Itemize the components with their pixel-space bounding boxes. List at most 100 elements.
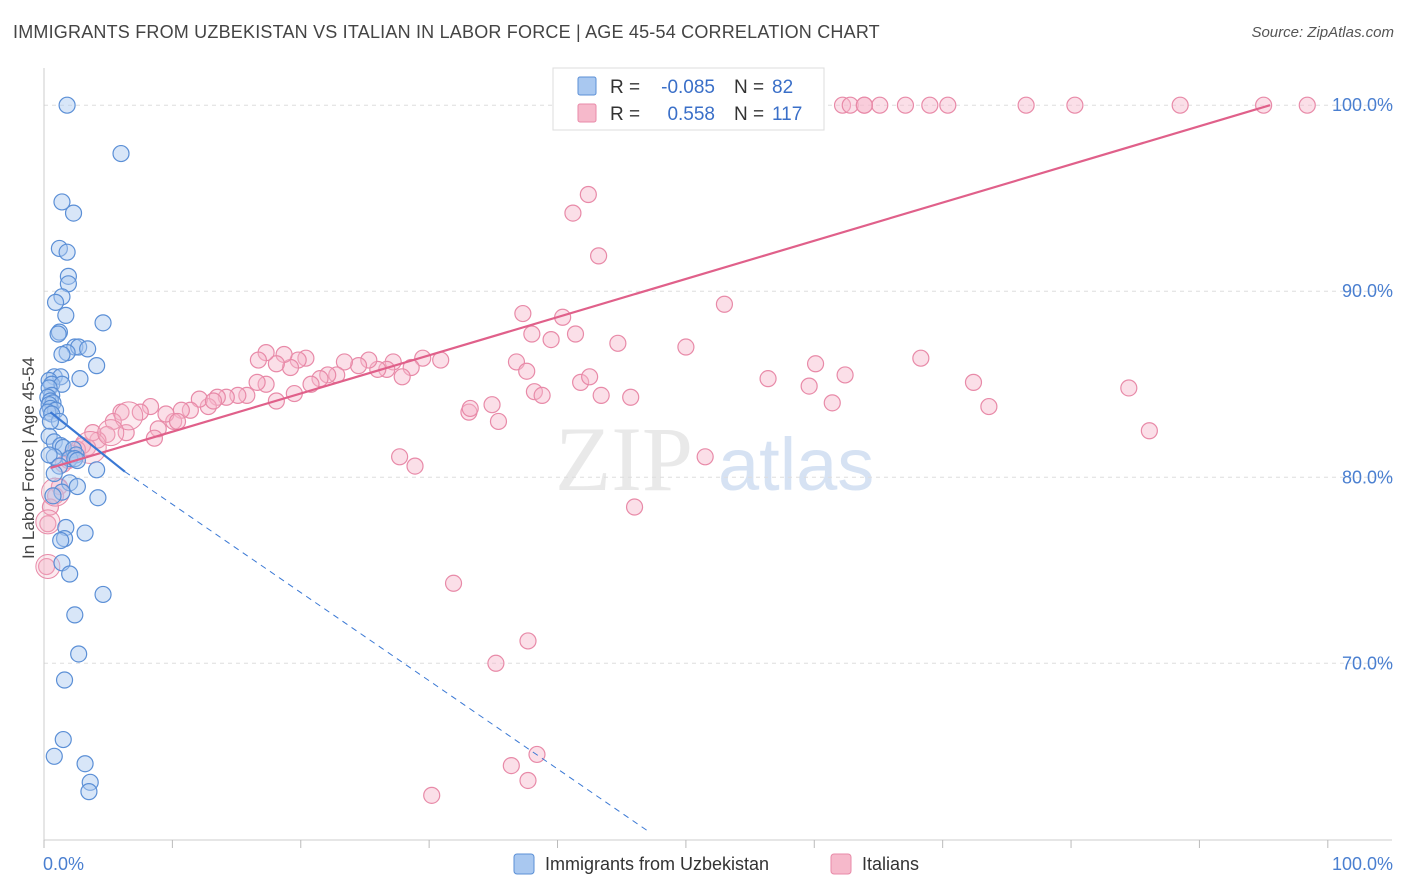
italians-point — [715, 295, 734, 313]
uzbekistan-point — [45, 747, 63, 765]
bottom-legend-swatch-pink — [830, 853, 852, 875]
uzbekistan-point — [55, 671, 74, 689]
italians-point — [360, 351, 378, 369]
legend-n-label-pink: N = — [734, 104, 764, 125]
y-axis-title: In Labor Force | Age 45-54 — [19, 357, 38, 559]
legend-r-value-pink: 0.558 — [667, 104, 715, 125]
watermark-zip: ZIP — [555, 408, 693, 510]
italians-point-cluster — [97, 419, 125, 447]
x-tick-label: 100.0% — [1332, 854, 1393, 874]
italians-point — [806, 355, 825, 373]
uzbekistan-point — [80, 783, 98, 801]
uzbekistan-point — [53, 193, 71, 211]
uzbekistan-point — [88, 461, 106, 479]
italians-point — [871, 96, 889, 114]
italians-point — [391, 448, 409, 466]
uzbekistan-point — [66, 606, 84, 624]
italians-point — [622, 388, 640, 406]
italians-point — [964, 373, 983, 391]
italians-point — [677, 338, 695, 356]
uzbekistan-point — [49, 325, 67, 343]
uzbekistan-point — [46, 293, 65, 311]
italians-point — [1171, 96, 1189, 114]
italians-point-cluster — [114, 401, 144, 431]
italians-point — [519, 771, 537, 790]
italians-point — [625, 498, 644, 516]
italians-point — [168, 412, 187, 431]
italians-point — [1066, 96, 1084, 114]
uzbekistan-point — [70, 645, 88, 663]
x-tick-label: 0.0% — [43, 854, 84, 874]
bottom-legend-label-blue: Immigrants from Uzbekistan — [545, 854, 769, 874]
y-tick-label: 90.0% — [1342, 281, 1393, 301]
uzbekistan-point — [57, 306, 75, 325]
axes — [43, 68, 1392, 848]
italians-point — [335, 353, 354, 371]
uzbekistan-point — [52, 531, 70, 550]
uzbekistan-point — [58, 96, 76, 114]
uzbekistan-point — [71, 370, 89, 388]
uzbekistan-point — [58, 243, 76, 261]
italians-point — [542, 330, 560, 349]
italians-point — [841, 96, 859, 114]
italians-point — [514, 304, 532, 323]
italians-point — [248, 373, 266, 391]
italians-point — [823, 394, 841, 412]
italians-point — [896, 96, 915, 114]
italians-point — [590, 247, 608, 265]
italians-point — [249, 351, 267, 369]
italians-point — [393, 368, 411, 386]
uzbekistan-point — [54, 730, 72, 749]
italians-point — [461, 399, 479, 418]
uzbekistan-point — [61, 565, 79, 583]
italians-point — [1298, 96, 1316, 114]
italians-point — [502, 756, 520, 775]
stats-legend: R = -0.085 N = 82 R = 0.558 N = 117 — [552, 67, 825, 131]
italians-point — [523, 325, 541, 343]
tick-labels: 70.0% 80.0% 90.0% 100.0% 0.0% 100.0% — [43, 95, 1393, 874]
italians-point — [759, 370, 777, 388]
uzbekistan-point — [79, 340, 97, 358]
italians-point — [402, 358, 420, 377]
italians-point — [349, 357, 368, 375]
uzbekistan-point — [53, 375, 71, 393]
uzbekistan-point — [64, 204, 83, 222]
y-tick-label: 100.0% — [1332, 95, 1393, 115]
uzbekistan-point — [94, 585, 112, 604]
y-tick-label: 80.0% — [1342, 467, 1393, 487]
italians-point — [980, 397, 998, 416]
uzbekistan-trend-line — [49, 411, 126, 473]
italians-point — [238, 386, 256, 405]
uzbekistan-point — [53, 345, 71, 364]
italians-point — [1120, 379, 1138, 397]
italians-point — [581, 368, 599, 386]
chart-title: IMMIGRANTS FROM UZBEKISTAN VS ITALIAN IN… — [13, 22, 880, 42]
italians-point — [131, 403, 149, 421]
watermark-atlas: atlas — [718, 423, 874, 506]
legend-r-value-blue: -0.085 — [661, 77, 715, 98]
italians-point — [564, 204, 582, 222]
legend-swatch-blue — [577, 76, 597, 96]
legend-n-value-pink: 117 — [772, 104, 802, 125]
trend-lines — [49, 104, 1271, 832]
uzbekistan-point — [40, 446, 58, 464]
italians-point — [609, 334, 627, 352]
italians-point — [141, 397, 160, 416]
italians-point — [423, 786, 441, 804]
italians-point — [836, 366, 854, 384]
italians-point — [592, 386, 610, 405]
uzbekistan-trend-line — [124, 471, 648, 832]
uzbekistan-points — [39, 96, 130, 801]
italians-point — [696, 448, 714, 466]
italians-point — [579, 185, 597, 204]
italians-point — [217, 388, 235, 406]
italians-point — [181, 401, 199, 419]
legend-n-label-blue: N = — [734, 77, 764, 98]
series-legend: Immigrants from Uzbekistan Italians — [513, 853, 919, 875]
source-credit: Source: ZipAtlas.com — [1251, 24, 1394, 41]
uzbekistan-point — [88, 357, 106, 375]
italians-point — [369, 360, 387, 378]
italians-point — [533, 386, 551, 405]
italians-point — [1017, 96, 1035, 114]
legend-swatch-pink — [577, 103, 597, 123]
